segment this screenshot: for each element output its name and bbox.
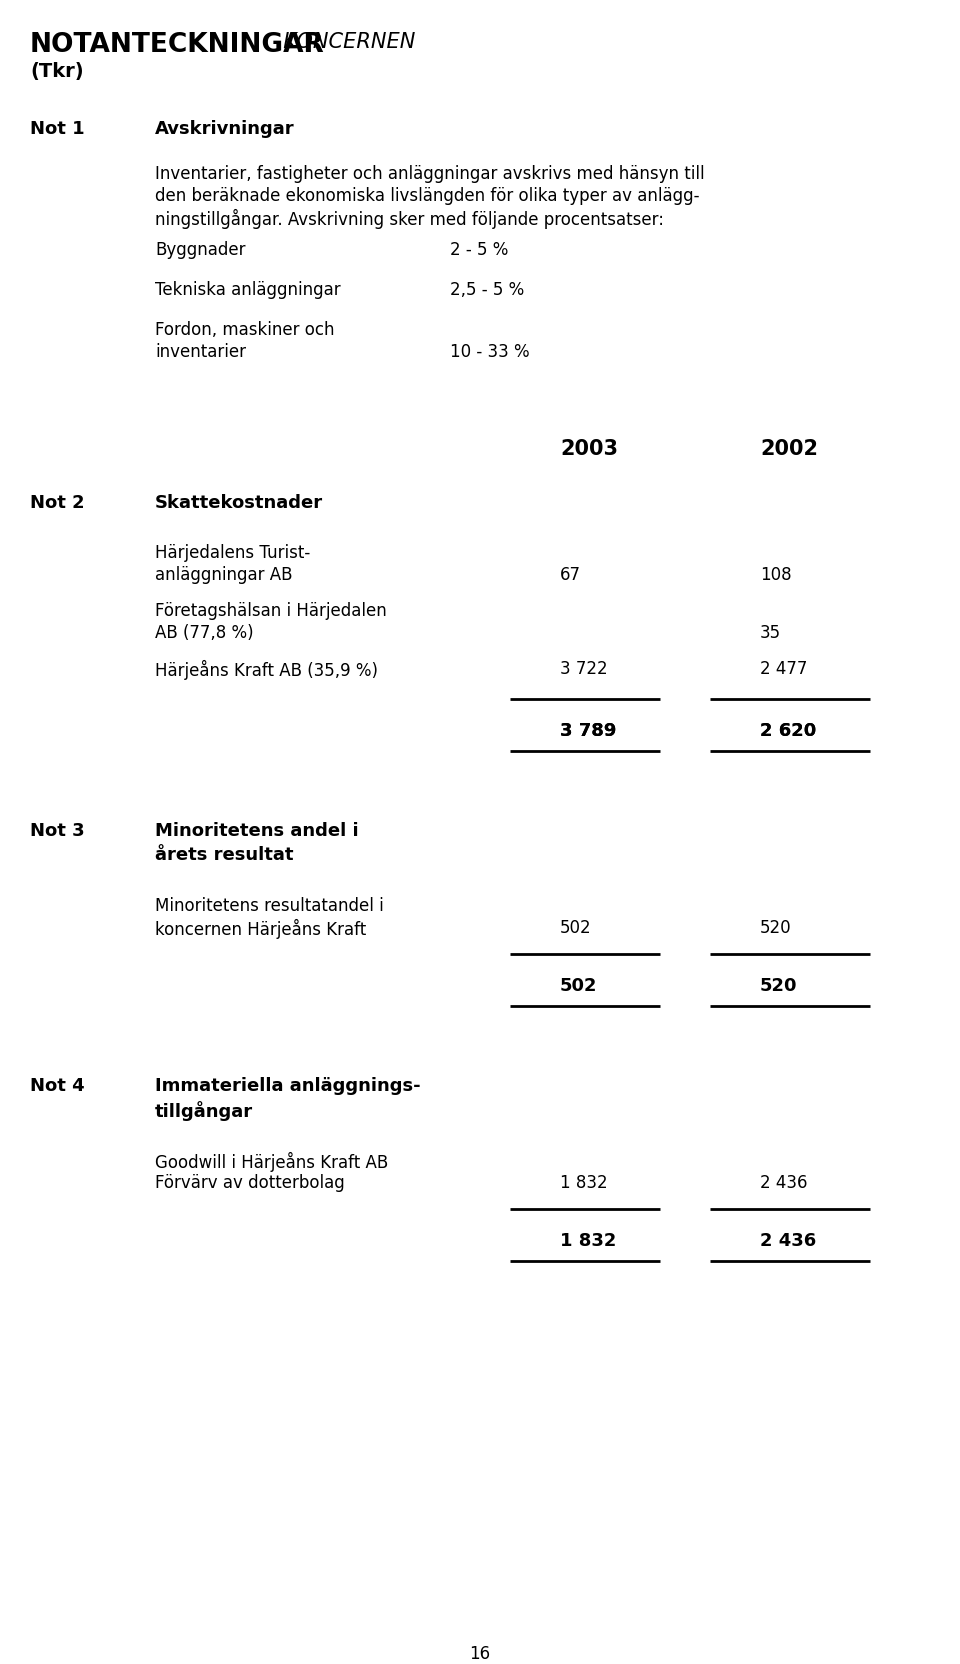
Text: 10 - 33 %: 10 - 33 %	[450, 343, 530, 361]
Text: Not 2: Not 2	[30, 494, 84, 513]
Text: AB (77,8 %): AB (77,8 %)	[155, 624, 253, 642]
Text: Tekniska anläggningar: Tekniska anläggningar	[155, 281, 341, 300]
Text: Not 1: Not 1	[30, 120, 84, 138]
Text: Not 3: Not 3	[30, 822, 84, 840]
Text: Minoritetens resultatandel i: Minoritetens resultatandel i	[155, 897, 384, 915]
Text: Not 4: Not 4	[30, 1077, 84, 1095]
Text: 1 832: 1 832	[560, 1173, 608, 1191]
Text: 16: 16	[469, 1644, 491, 1662]
Text: Härjeåns Kraft AB (35,9 %): Härjeåns Kraft AB (35,9 %)	[155, 659, 378, 679]
Text: Goodwill i Härjeåns Kraft AB: Goodwill i Härjeåns Kraft AB	[155, 1151, 388, 1171]
Text: 3 789: 3 789	[560, 722, 616, 739]
Text: 2 620: 2 620	[760, 722, 816, 739]
Text: 3 722: 3 722	[560, 659, 608, 677]
Text: tillgångar: tillgångar	[155, 1100, 253, 1120]
Text: Immateriella anläggnings-: Immateriella anläggnings-	[155, 1077, 420, 1095]
Text: (Tkr): (Tkr)	[30, 62, 84, 82]
Text: 2 436: 2 436	[760, 1231, 816, 1250]
Text: 3 789: 3 789	[560, 722, 616, 739]
Text: 2 477: 2 477	[760, 659, 807, 677]
Text: Byggnader: Byggnader	[155, 241, 246, 260]
Text: 2 - 5 %: 2 - 5 %	[450, 241, 509, 260]
Text: 2 620: 2 620	[760, 722, 816, 739]
Text: årets resultat: årets resultat	[155, 845, 294, 864]
Text: Härjedalens Turist-: Härjedalens Turist-	[155, 544, 310, 562]
Text: 520: 520	[760, 919, 792, 937]
Text: Fordon, maskiner och: Fordon, maskiner och	[155, 321, 334, 339]
Text: 2003: 2003	[560, 439, 618, 459]
Text: 520: 520	[760, 977, 798, 995]
Text: 502: 502	[560, 919, 591, 937]
Text: Minoritetens andel i: Minoritetens andel i	[155, 822, 359, 840]
Text: ningstillgångar. Avskrivning sker med följande procentsatser:: ningstillgångar. Avskrivning sker med fö…	[155, 210, 664, 230]
Text: anläggningar AB: anläggningar AB	[155, 566, 293, 584]
Text: Inventarier, fastigheter och anläggningar avskrivs med hänsyn till: Inventarier, fastigheter och anläggninga…	[155, 165, 705, 183]
Text: koncernen Härjeåns Kraft: koncernen Härjeåns Kraft	[155, 919, 367, 938]
Text: den beräknade ekonomiska livslängden för olika typer av anlägg-: den beräknade ekonomiska livslängden för…	[155, 186, 700, 205]
Text: 2,5 - 5 %: 2,5 - 5 %	[450, 281, 524, 300]
Text: Skattekostnader: Skattekostnader	[155, 494, 324, 513]
Text: 502: 502	[560, 977, 597, 995]
Text: 2002: 2002	[760, 439, 818, 459]
Text: Förvärv av dotterbolag: Förvärv av dotterbolag	[155, 1173, 345, 1191]
Text: inventarier: inventarier	[155, 343, 246, 361]
Text: 108: 108	[760, 566, 792, 584]
Text: 35: 35	[760, 624, 781, 642]
Text: Avskrivningar: Avskrivningar	[155, 120, 295, 138]
Text: 1 832: 1 832	[560, 1231, 616, 1250]
Text: 67: 67	[560, 566, 581, 584]
Text: KONCERNEN: KONCERNEN	[270, 32, 416, 52]
Text: Företagshälsan i Härjedalen: Företagshälsan i Härjedalen	[155, 602, 387, 619]
Text: 2 436: 2 436	[760, 1173, 807, 1191]
Text: NOTANTECKNINGAR: NOTANTECKNINGAR	[30, 32, 324, 58]
